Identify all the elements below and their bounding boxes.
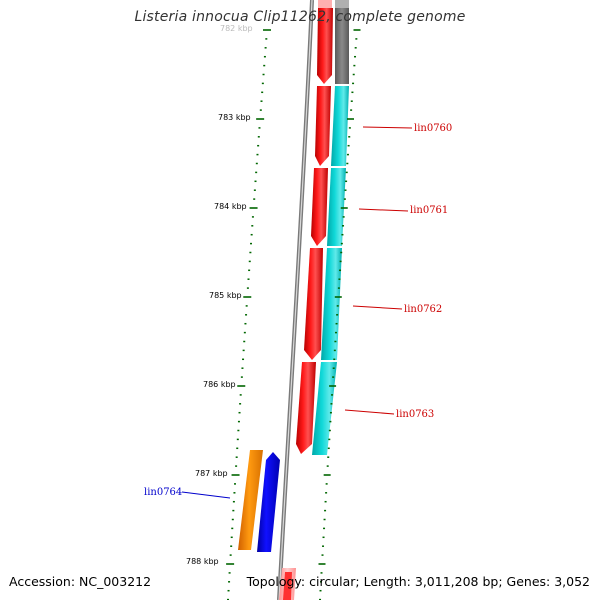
genome-summary: Topology: circular; Length: 3,011,208 bp…: [246, 574, 590, 589]
red-feature-top-fade: [318, 0, 332, 8]
scale-label-788: 788 kbp: [186, 557, 219, 566]
cyan-feature-block-2: [327, 168, 346, 246]
scale-ticks-left: [226, 29, 271, 600]
gene-label-lin0762[interactable]: lin0762: [404, 304, 442, 315]
scale-label-787: 787 kbp: [195, 469, 228, 478]
pink-feature-bottom-core: [283, 572, 292, 600]
orange-feature-block: [238, 450, 263, 550]
gray-feature-top-fade: [335, 0, 349, 8]
gene-label-lin0763[interactable]: lin0763: [396, 409, 434, 420]
cyan-feature-block-3: [321, 248, 342, 360]
scale-label-782: 782 kbp: [220, 24, 253, 33]
cyan-feature-block-1: [331, 86, 349, 166]
gene-label-lin0764[interactable]: lin0764: [144, 487, 182, 498]
gray-feature-block: [335, 8, 349, 84]
red-gene-block-3: [311, 168, 328, 246]
scale-label-785: 785 kbp: [209, 291, 242, 300]
leader-line-lin0764: [181, 491, 231, 499]
gene-label-lin0760[interactable]: lin0760: [414, 123, 452, 134]
accession-label: Accession: NC_003212: [9, 574, 152, 589]
red-gene-block-1: [317, 8, 333, 84]
backbone-inner: [278, 0, 313, 600]
leader-line-lin0761: [358, 208, 409, 212]
scale-label-783: 783 kbp: [218, 113, 251, 122]
gene-label-lin0761[interactable]: lin0761: [410, 205, 448, 216]
scale-label-784: 784 kbp: [214, 202, 247, 211]
cyan-feature-block-4: [312, 362, 337, 455]
red-gene-block-5: [296, 362, 316, 454]
blue-gene-block: [257, 452, 280, 552]
red-gene-block-4: [304, 248, 323, 360]
map-title: Listeria innocua Clip11262, complete gen…: [134, 9, 466, 25]
leader-line-lin0762: [352, 305, 403, 310]
leader-line-lin0760: [362, 126, 413, 129]
scale-label-786: 786 kbp: [203, 380, 236, 389]
leader-line-lin0763: [344, 409, 395, 415]
red-gene-block-2: [315, 86, 331, 166]
